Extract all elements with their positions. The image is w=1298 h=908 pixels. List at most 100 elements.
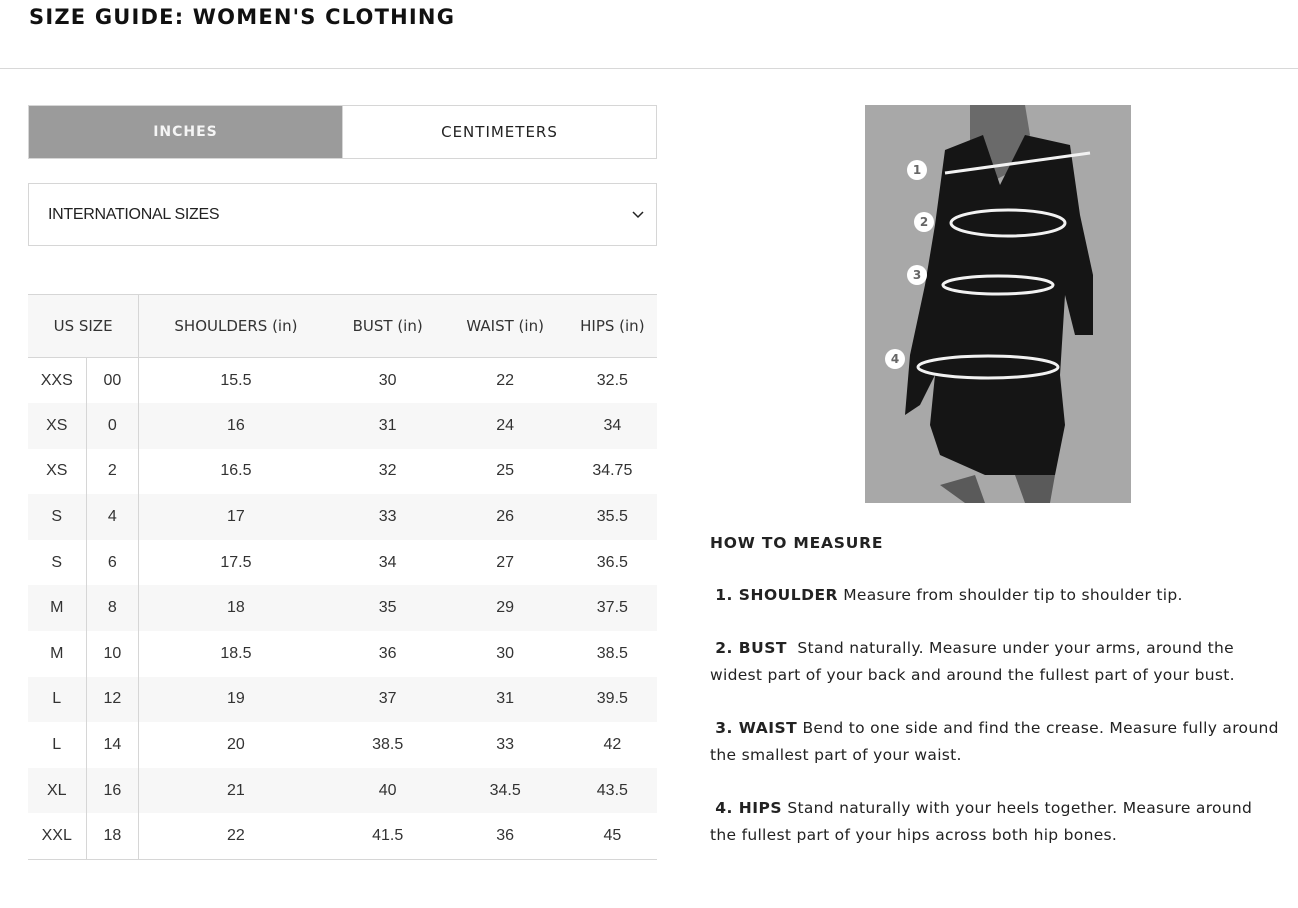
cell-shoulders: 16 xyxy=(138,403,333,449)
marker-3 xyxy=(907,265,927,285)
cell-shoulders: 20 xyxy=(227,736,245,754)
cell-hips: 32.5 xyxy=(596,371,628,389)
cell-waist: 30 xyxy=(496,644,515,662)
cell-size-letter: M xyxy=(28,631,87,677)
cell-size-number: 16 xyxy=(86,767,140,814)
cell-shoulders: 18.5 xyxy=(220,644,252,662)
col-bust: BUST (in) xyxy=(332,294,443,358)
cell-size-number: 18 xyxy=(86,813,140,860)
marker-2-label: 2 xyxy=(920,215,928,229)
cell-size-letter: L xyxy=(28,722,87,768)
cell-shoulders: 17 xyxy=(138,494,333,540)
marker-1 xyxy=(907,160,927,180)
table-row: L 14 20 38.5 33 42 xyxy=(28,722,657,768)
cell-bust: 41.5 xyxy=(332,813,443,860)
cell-size-number: 8 xyxy=(86,585,140,632)
unit-toggle: INCHES CENTIMETERS xyxy=(28,105,657,159)
measurement-diagram-image: 1 2 3 4 xyxy=(865,105,1131,503)
col-us-size: US SIZE xyxy=(28,294,140,358)
table-row: M 10 18.5 36 30 38.5 xyxy=(28,631,657,677)
table-row: XXS 00 15.5 30 22 32.5 xyxy=(28,357,657,404)
col-shoulders: SHOULDERS (in) xyxy=(138,294,333,358)
cell-size-letter: XS xyxy=(28,403,87,449)
cell-shoulders: 18 xyxy=(138,585,333,632)
cell-waist: 25 xyxy=(496,462,515,480)
table-row: S 4 17 33 26 35.5 xyxy=(28,494,657,540)
cell-bust: 40 xyxy=(332,767,443,814)
marker-4-label: 4 xyxy=(891,352,899,366)
table-row: XXL 18 22 41.5 36 45 xyxy=(28,813,657,860)
cell-size-number: 0 xyxy=(86,403,140,449)
table-row: XL 16 21 40 34.5 43.5 xyxy=(28,767,657,814)
col-waist: WAIST (in) xyxy=(442,294,568,358)
cell-size-number: 14 xyxy=(86,722,140,768)
cell-hips: 45 xyxy=(567,813,657,860)
cell-size-letter: XXL xyxy=(28,813,87,860)
inches-tab[interactable]: INCHES xyxy=(29,106,342,158)
step-shoulder: 1. SHOULDER Measure from shoulder tip to… xyxy=(715,586,1183,604)
cell-waist: 36 xyxy=(442,813,568,860)
cell-hips: 38.5 xyxy=(596,644,628,662)
step-bust: 2. BUST Stand naturally. Measure under y… xyxy=(710,639,1235,684)
cell-bust: 30 xyxy=(378,371,397,389)
table-row: XS 0 16 31 24 34 xyxy=(28,403,657,449)
cell-waist: 22 xyxy=(496,371,515,389)
cell-size-number: 00 xyxy=(86,357,140,404)
measurement-markers xyxy=(885,160,934,369)
marker-1-label: 1 xyxy=(913,163,921,177)
step-hips: 4. HIPS Stand naturally with your heels … xyxy=(710,799,1253,844)
step-waist: 3. WAIST Bend to one side and find the c… xyxy=(710,719,1279,764)
how-to-heading: HOW TO MEASURE xyxy=(710,534,884,552)
cell-size-number: 10 xyxy=(86,631,140,677)
cell-hips: 34.75 xyxy=(592,462,633,480)
marker-4 xyxy=(885,349,905,369)
cell-waist: 27 xyxy=(496,553,515,571)
cell-size-letter: XS xyxy=(28,448,87,495)
cell-bust: 34 xyxy=(378,553,397,571)
cell-shoulders: 16.5 xyxy=(220,462,252,480)
divider xyxy=(0,68,1298,69)
table-row: S 6 17.5 34 27 36.5 xyxy=(28,539,657,586)
centimeters-tab[interactable]: CENTIMETERS xyxy=(342,106,656,158)
table-row: L 12 19 37 31 39.5 xyxy=(28,676,657,723)
how-to-measure: HOW TO MEASURE 1. SHOULDER Measure from … xyxy=(710,530,1280,875)
cell-size-letter: XL xyxy=(28,767,87,814)
cell-shoulders: 22 xyxy=(138,813,333,860)
cell-bust: 33 xyxy=(332,494,443,540)
size-table: US SIZE SHOULDERS (in) BUST (in) WAIST (… xyxy=(28,294,657,860)
cell-size-letter: XXS xyxy=(28,357,87,404)
marker-3-label: 3 xyxy=(913,268,921,282)
cell-hips: 34 xyxy=(567,403,657,449)
cell-shoulders: 21 xyxy=(138,767,333,814)
cell-size-number: 4 xyxy=(86,494,140,540)
table-row: XS 2 16.5 32 25 34.75 xyxy=(28,448,657,495)
table-header: US SIZE SHOULDERS (in) BUST (in) WAIST (… xyxy=(28,294,657,358)
col-hips: HIPS (in) xyxy=(567,294,657,358)
cell-shoulders: 15.5 xyxy=(220,371,252,389)
cell-size-letter: S xyxy=(28,494,87,540)
cell-shoulders: 17.5 xyxy=(220,553,252,571)
cell-bust: 35 xyxy=(332,585,443,632)
cell-bust: 31 xyxy=(332,403,443,449)
size-system-value: INTERNATIONAL SIZES xyxy=(48,205,220,223)
cell-size-letter: S xyxy=(28,539,87,586)
cell-waist: 33 xyxy=(496,736,515,754)
cell-hips: 43.5 xyxy=(567,767,657,814)
cell-hips: 39.5 xyxy=(567,676,657,723)
cell-size-number: 12 xyxy=(86,676,140,723)
cell-size-letter: M xyxy=(28,585,87,632)
cell-hips: 36.5 xyxy=(596,553,628,571)
cell-hips: 42 xyxy=(603,736,622,754)
chevron-down-icon xyxy=(632,210,644,218)
cell-bust: 36 xyxy=(378,644,397,662)
cell-bust: 38.5 xyxy=(372,736,404,754)
size-system-select[interactable]: INTERNATIONAL SIZES xyxy=(28,183,657,246)
cell-hips: 37.5 xyxy=(567,585,657,632)
cell-size-letter: L xyxy=(28,676,87,723)
page-title: SIZE GUIDE: WOMEN'S CLOTHING xyxy=(29,5,456,29)
cell-shoulders: 19 xyxy=(138,676,333,723)
cell-waist: 34.5 xyxy=(442,767,568,814)
cell-waist: 24 xyxy=(442,403,568,449)
cell-size-number: 2 xyxy=(86,448,140,495)
cell-size-number: 6 xyxy=(86,539,140,586)
